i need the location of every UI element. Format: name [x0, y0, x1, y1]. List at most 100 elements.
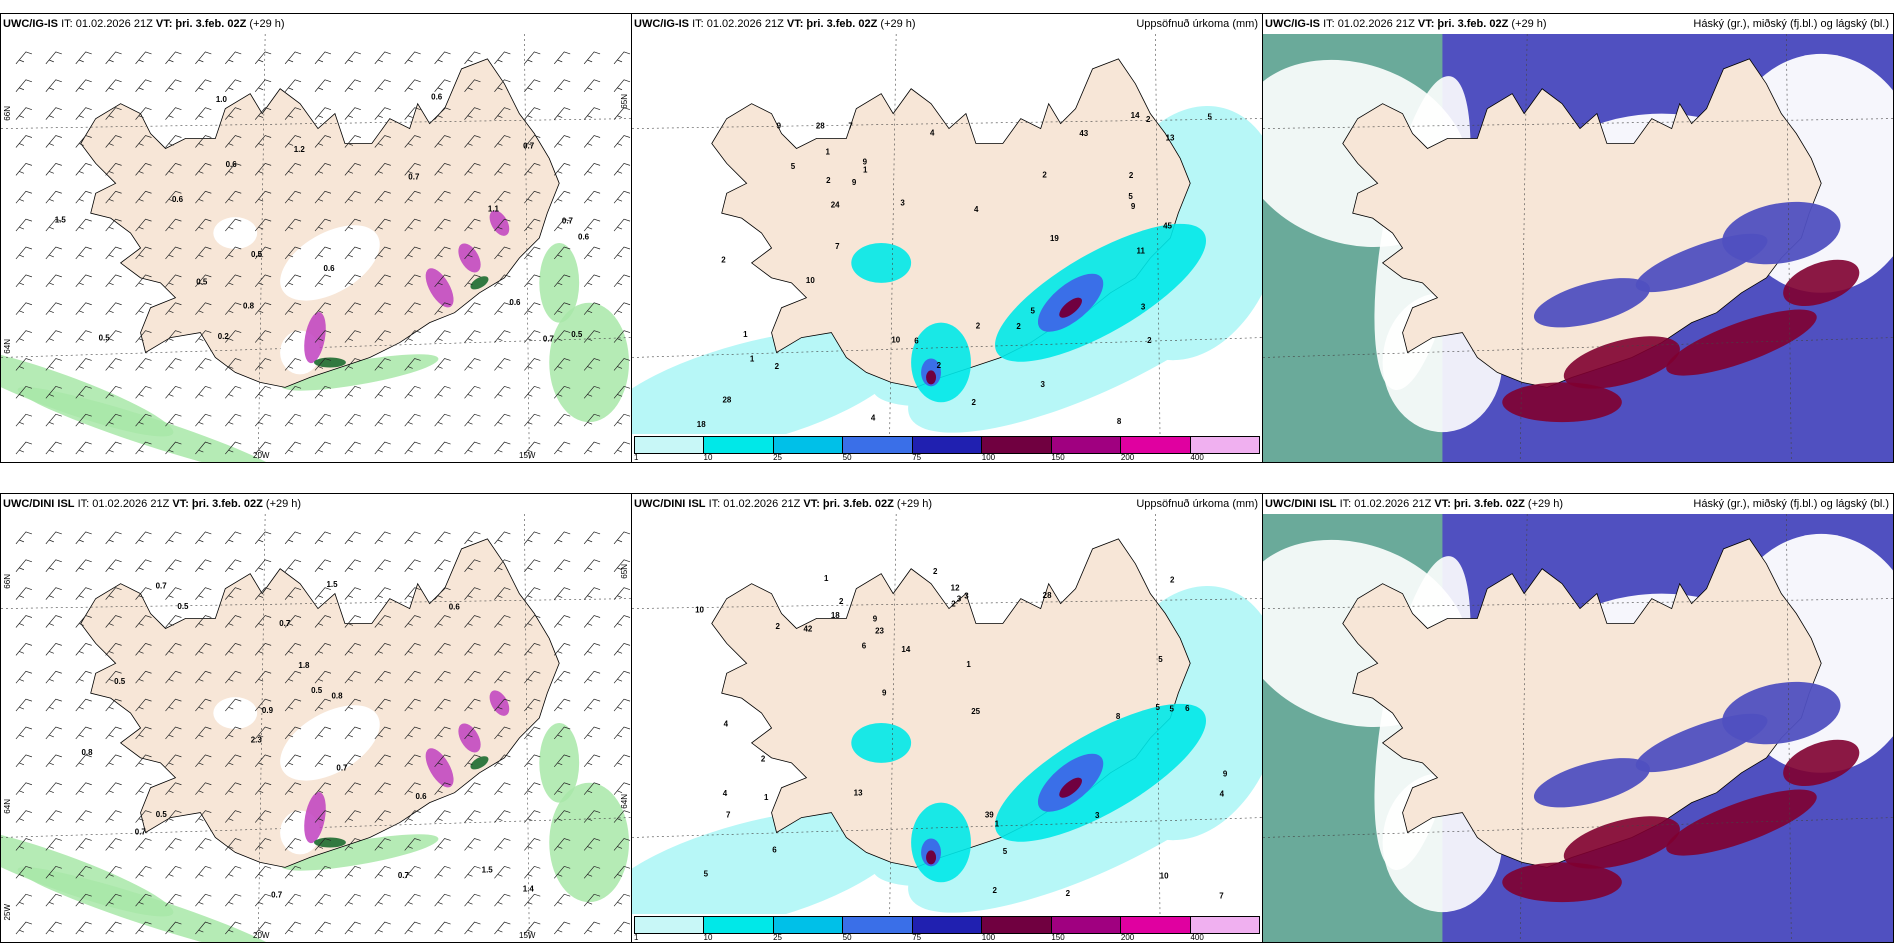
map-area[interactable] — [1263, 34, 1893, 462]
latitude-gridline — [632, 337, 1262, 358]
wind-barb — [494, 441, 511, 455]
wind-barb — [583, 441, 601, 455]
wind-barb — [553, 531, 571, 545]
wind-barb — [344, 587, 361, 600]
wind-barb — [314, 726, 332, 740]
wind-barb — [165, 274, 182, 288]
wind-barb — [374, 51, 391, 65]
wind-barb — [553, 330, 571, 343]
map-area[interactable]: 0.7 0.7 0.7 0.8 0.5 0.7 0.7 0.9 0.5 0.8 0.7 1.4 0.6 0… — [1, 514, 631, 942]
wind-barb — [284, 531, 302, 545]
wind-barb — [344, 190, 361, 204]
wind-barb — [225, 726, 242, 740]
value-label: 1 — [826, 147, 831, 156]
wind-barb — [195, 107, 212, 120]
wind-barb — [374, 698, 391, 712]
wind-barb — [374, 162, 391, 176]
wind-barb — [135, 531, 152, 545]
lat-label-64n: 64N — [3, 799, 12, 814]
precip-area-10mm — [851, 243, 912, 283]
value-label: 0.7 — [543, 334, 555, 343]
wind-barb — [434, 218, 451, 232]
wind-barb — [75, 51, 92, 65]
wind-barb — [404, 698, 421, 712]
wind-barb — [225, 274, 242, 288]
map-area[interactable]: 0.6 0.7 0.7 0.6 0.5 0.5 0.8 0.6 0.7 0.7 0.6 0.6 1.1 0… — [1, 34, 631, 462]
value-label: 1 — [966, 660, 971, 669]
wind-barb — [494, 726, 511, 740]
wind-barb — [75, 531, 92, 545]
value-label: 25 — [971, 707, 980, 716]
precip-colorbar: 1 10 25 50 75 100 150 200 400 — [632, 434, 1262, 462]
wind-barb — [494, 921, 511, 935]
wind-barb — [135, 893, 152, 907]
wind-barb — [135, 135, 152, 148]
wind-barb — [404, 330, 421, 343]
wind-barb — [45, 726, 62, 740]
wind-barb — [524, 615, 541, 628]
wind-barb — [195, 246, 212, 260]
wind-barb — [254, 190, 272, 204]
wind-barb — [404, 559, 421, 572]
wind-barb — [374, 135, 391, 148]
wind-barb — [434, 810, 451, 823]
wind-barb — [524, 838, 541, 851]
wind-barb — [613, 79, 631, 92]
map-area[interactable] — [1263, 514, 1893, 942]
wind-barb — [553, 642, 571, 656]
wind-barb — [583, 358, 601, 371]
wind-barb — [553, 51, 571, 65]
wind-barb — [105, 865, 122, 879]
wind-barb — [464, 587, 481, 600]
wind-barb — [105, 302, 122, 315]
wind-barb — [583, 754, 601, 768]
wind-barb — [434, 79, 451, 92]
value-label: 2 — [937, 361, 942, 370]
wind-barb — [45, 413, 62, 427]
wind-barb — [225, 531, 242, 545]
wind-barb — [15, 642, 33, 656]
wind-barb — [344, 726, 361, 740]
wind-barb — [135, 413, 152, 427]
lat-label-66n: 66N — [3, 106, 12, 121]
wind-barb — [75, 670, 92, 684]
wind-barb — [583, 726, 601, 740]
wind-barb — [494, 559, 511, 572]
wind-barb — [15, 330, 33, 343]
wind-barb — [613, 531, 631, 545]
wind-barb — [195, 921, 212, 935]
glacier-area — [213, 217, 258, 249]
wind-barb — [254, 218, 272, 232]
wind-barb — [434, 670, 451, 684]
map-area[interactable]: 2 1 5 3 2 2 14 8 3 1 2 2 28 10 45 18 19 5 9 43 24 28 13 1 2 2 4 6 11… — [632, 34, 1262, 462]
wind-barb — [165, 865, 182, 879]
value-label: 4 — [723, 789, 728, 798]
wind-barb — [344, 441, 361, 455]
wind-barb — [464, 615, 481, 628]
wind-barb — [494, 79, 511, 92]
value-label: 2 — [1042, 171, 1047, 180]
wind-barb — [404, 135, 421, 148]
wind-barb — [105, 441, 122, 455]
wind-barb — [434, 162, 451, 176]
wind-barb — [165, 385, 182, 399]
wind-barb — [225, 385, 242, 399]
map-area[interactable]: 1 1 2 2 13 8 3 2 18 10 39 9 7 28 42 14 25 23 12 3 2 1 6 5 4 7 9 10 9… — [632, 514, 1262, 942]
wind-barb — [314, 135, 332, 148]
value-label: 0.6 — [226, 160, 238, 169]
colorbar-swatch — [1190, 437, 1259, 453]
wind-barb — [254, 642, 272, 656]
panel-subtitle: Uppsöfnuð úrkoma (mm) — [1136, 498, 1258, 510]
wind-barb — [254, 413, 272, 427]
wind-barb — [613, 385, 631, 399]
wind-barb — [135, 274, 152, 288]
wind-barb — [45, 587, 62, 600]
value-label: 0.7 — [562, 217, 574, 226]
longitude-gridline — [1155, 514, 1161, 942]
wind-barb — [105, 51, 122, 65]
colorbar-tick-label: 10 — [703, 453, 713, 462]
colorbar-tick-label: 200 — [1120, 453, 1135, 462]
longitude-gridline — [1786, 34, 1792, 462]
wind-barb — [225, 441, 242, 455]
wind-barb — [314, 754, 332, 768]
